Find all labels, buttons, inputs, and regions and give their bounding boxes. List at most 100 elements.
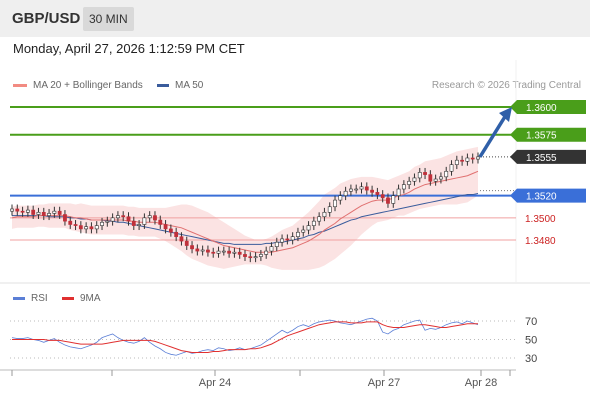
candle-body — [274, 241, 279, 247]
candle-body — [428, 174, 433, 182]
candle-body — [465, 157, 470, 162]
candle-body — [105, 220, 110, 223]
candle-body — [179, 236, 184, 242]
rsi-ma-line — [12, 321, 478, 353]
candle-body — [454, 159, 459, 165]
candle-body — [211, 251, 216, 254]
rsi-swatch — [13, 296, 25, 300]
candle-body — [417, 172, 422, 179]
legend-rsi: RSI — [13, 293, 48, 304]
candle-body — [311, 220, 316, 226]
copyright: Research © 2026 Trading Central — [431, 80, 581, 91]
candle-body — [354, 188, 359, 191]
legend-rsi-label: RSI — [31, 293, 48, 304]
candle-body — [94, 225, 99, 230]
candle-body — [227, 250, 232, 254]
candle-body — [100, 221, 104, 226]
rsi-tick-50: 50 — [525, 335, 537, 347]
level-label-1.3480: 1.3480 — [525, 236, 556, 247]
candle-body — [216, 250, 221, 254]
x-label-Apr-27: Apr 27 — [368, 377, 400, 389]
candle-body — [147, 215, 152, 219]
candle-body — [401, 184, 406, 190]
candle-body — [364, 186, 369, 191]
candle-body — [322, 211, 327, 218]
level-label-bg-1.3520 — [510, 188, 586, 203]
legend-9ma-label: 9MA — [80, 293, 101, 304]
candle-body — [73, 224, 78, 226]
candle-body — [470, 157, 475, 160]
candle-body — [290, 236, 295, 241]
candle-body — [423, 172, 427, 175]
candle-body — [258, 254, 263, 257]
candle-body — [158, 219, 163, 225]
candle-body — [248, 256, 253, 259]
candle-body — [10, 208, 14, 212]
level-label-bg-1.3575 — [510, 127, 586, 142]
candle-body — [47, 213, 51, 216]
level-label-1.3500: 1.3500 — [525, 214, 556, 225]
candle-body — [296, 231, 300, 237]
candle-body — [68, 220, 73, 225]
candle-body — [359, 186, 364, 190]
rsi-tick-30: 30 — [525, 353, 537, 365]
candle-body — [433, 178, 438, 182]
candle-body — [78, 225, 83, 230]
level-label-1.3520: 1.3520 — [526, 192, 557, 203]
candle-body — [137, 224, 141, 226]
level-label-1.3600: 1.3600 — [526, 103, 557, 114]
candle-body — [306, 225, 311, 231]
candle-body — [116, 215, 120, 219]
candle-body — [52, 210, 57, 214]
candle-body — [237, 251, 242, 255]
candle-body — [269, 246, 274, 252]
candle-body — [190, 245, 194, 250]
candle-body — [84, 226, 89, 230]
candle-body — [338, 195, 343, 201]
projection-arrow — [478, 114, 508, 158]
candle-body — [317, 216, 322, 222]
candle-body — [444, 170, 449, 178]
datetime-label: Monday, April 27, 2026 1:12:59 PM CET — [13, 41, 245, 56]
rsi-tick-70: 70 — [525, 316, 537, 328]
candle-body — [184, 240, 189, 246]
candle-body — [153, 215, 157, 221]
x-label-Apr-24: Apr 24 — [199, 377, 231, 389]
candle-body — [63, 214, 67, 222]
candle-body — [449, 164, 454, 172]
candle-body — [375, 192, 380, 195]
x-label-Apr-28: Apr 28 — [465, 377, 497, 389]
candle-body — [31, 209, 36, 215]
bollinger-band — [12, 146, 478, 270]
candle-body — [15, 208, 20, 212]
candle-body — [391, 195, 396, 204]
candle-body — [57, 210, 62, 215]
candle-body — [206, 249, 210, 253]
header-bar: GBP/USD 30 MIN — [0, 0, 590, 37]
legend-ma20-label: MA 20 + Bollinger Bands — [33, 80, 143, 91]
candle-body — [168, 228, 173, 233]
candle-body — [243, 254, 247, 257]
candle-body — [349, 188, 353, 192]
level-label-1.3555: 1.3555 — [526, 153, 557, 164]
legend-ma20: MA 20 + Bollinger Bands — [13, 80, 143, 91]
candle-body — [380, 194, 385, 199]
timeframe-button[interactable]: 30 MIN — [83, 7, 134, 31]
legend-ma50-label: MA 50 — [175, 80, 204, 91]
candle-body — [280, 238, 284, 243]
level-label-1.3575: 1.3575 — [526, 131, 557, 142]
candle-body — [285, 238, 290, 241]
candle-body — [460, 159, 465, 162]
projection-arrow-head — [499, 107, 512, 122]
candle-body — [110, 217, 115, 222]
candle-body — [36, 211, 41, 215]
candle-body — [121, 215, 126, 218]
candle-body — [221, 250, 226, 253]
candle-body — [174, 231, 179, 237]
candle-body — [232, 251, 237, 254]
ma50-swatch — [157, 83, 169, 87]
candle-body — [301, 229, 306, 233]
candle-body — [333, 199, 337, 208]
candle-body — [264, 250, 269, 255]
